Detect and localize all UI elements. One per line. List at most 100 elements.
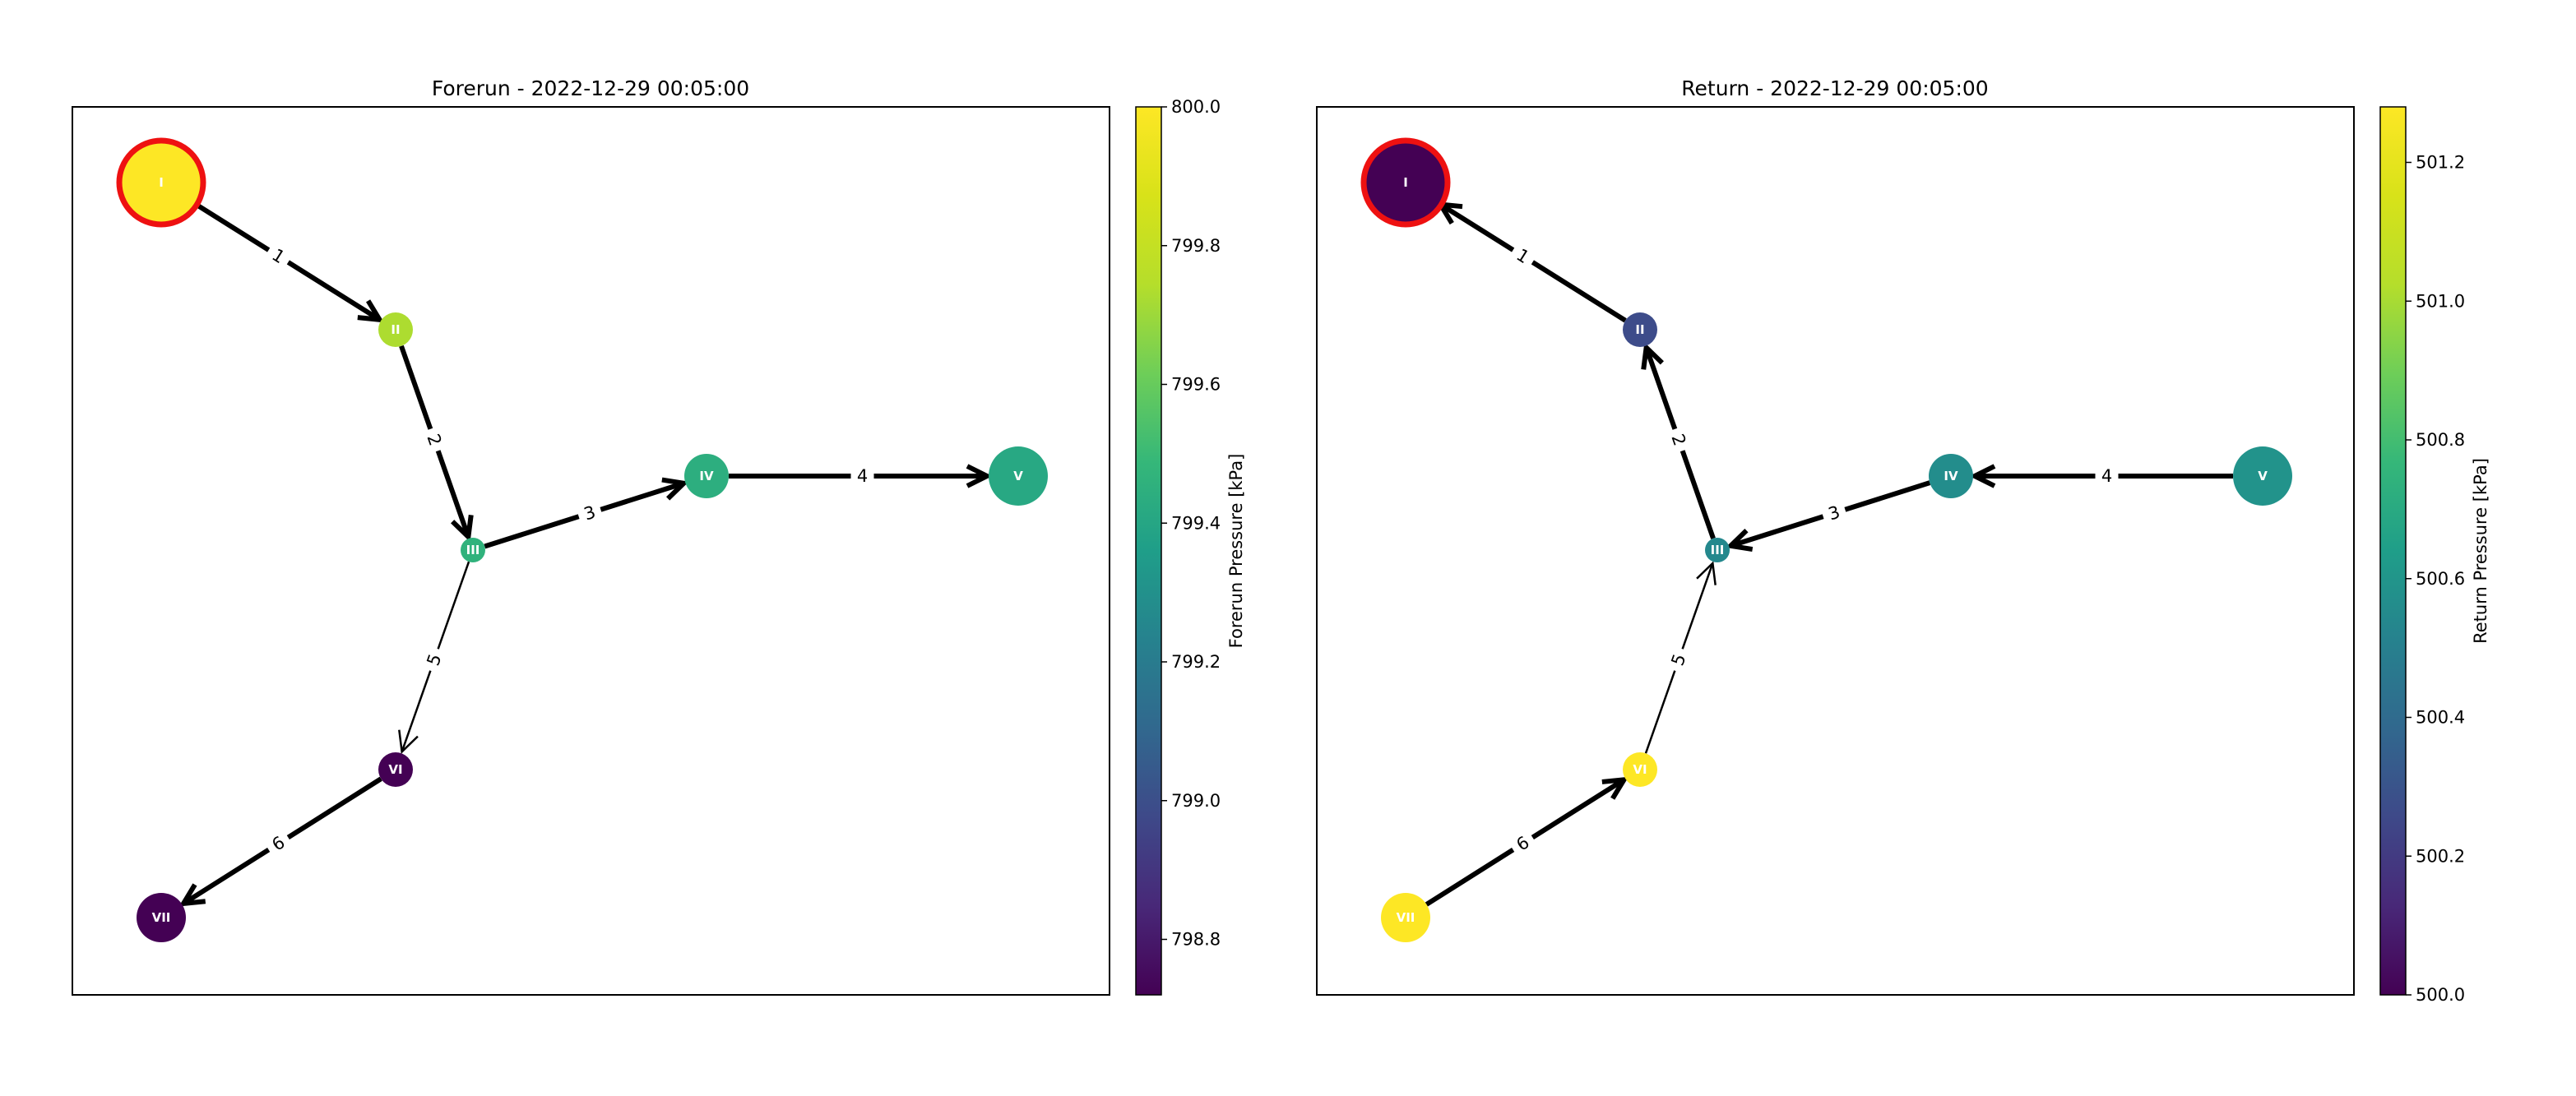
edge-label-bg xyxy=(419,425,449,455)
return-edges: 1 2 3 4 5 6 xyxy=(1425,201,2233,907)
forerun-axes-frame xyxy=(72,106,1110,996)
node-label: VI xyxy=(388,762,402,777)
edge-arrowhead xyxy=(1969,464,1996,488)
node-vi: VI xyxy=(1623,752,1657,787)
forerun-colorbar-ticks: 798.8 799.0 799.2 799.4 799.6 799.8 800.0 xyxy=(1161,97,1221,950)
node-label: III xyxy=(1711,543,1725,557)
node-marker xyxy=(2233,446,2292,506)
node-ii: II xyxy=(378,312,413,347)
edge-label-1: 1 xyxy=(262,240,294,272)
node-v: V xyxy=(989,446,1048,506)
edge-4: 4 xyxy=(1969,464,2233,488)
node-iv: IV xyxy=(684,454,729,498)
edge-arrowhead xyxy=(1641,342,1664,370)
node-label: III xyxy=(466,543,480,557)
edge-label-2: 2 xyxy=(419,425,449,455)
edge-label-6: 6 xyxy=(1507,827,1539,860)
edge-6: 6 xyxy=(178,776,382,907)
edge-label-text: 4 xyxy=(2101,466,2112,486)
edge-arrowhead xyxy=(357,299,385,323)
edge-1: 1 xyxy=(1435,201,1627,323)
node-vii: VII xyxy=(137,893,186,942)
colorbar-tick-label: 799.6 xyxy=(1171,375,1221,395)
edge-label-6: 6 xyxy=(262,827,294,860)
edge-arrowhead xyxy=(1725,529,1754,553)
edge-arrowhead xyxy=(1601,776,1629,800)
source-node-marker xyxy=(116,137,206,228)
node-marker xyxy=(1929,454,1973,498)
forerun-colorbar: 798.8 799.0 799.2 799.4 799.6 799.8 800.0 Fore… xyxy=(1135,97,1246,996)
node-iii: III xyxy=(461,538,485,562)
edge-label-2: 2 xyxy=(1664,425,1693,455)
edge-label-bg xyxy=(1664,645,1693,675)
edge-label-bg xyxy=(419,645,449,675)
node-marker xyxy=(684,454,729,498)
node-label: VII xyxy=(152,910,171,925)
return-colorbar-label: Return Pressure [kPa] xyxy=(2471,458,2490,644)
node-label: VI xyxy=(1633,762,1647,777)
edge-label-text: 4 xyxy=(857,466,868,486)
forerun-edges: 1 2 3 4 5 6 xyxy=(178,201,993,907)
node-i: I xyxy=(116,137,206,228)
colorbar-tick-label: 500.0 xyxy=(2416,985,2465,1005)
colorbar-tick-label: 500.8 xyxy=(2416,430,2465,450)
node-marker xyxy=(137,893,186,942)
edge-arrowhead xyxy=(1696,561,1717,585)
colorbar-tick-label: 500.2 xyxy=(2416,846,2465,866)
edge-arrowhead xyxy=(966,464,993,488)
colorbar-tick-label: 798.8 xyxy=(1171,930,1221,950)
forerun-colorbar-label: Forerun Pressure [kPa] xyxy=(1226,454,1246,649)
edge-5: 5 xyxy=(1644,561,1717,754)
node-marker xyxy=(461,538,485,562)
node-vii: VII xyxy=(1381,893,1430,942)
colorbar-tick-label: 501.2 xyxy=(2416,153,2465,173)
edge-arrowhead xyxy=(451,514,474,543)
node-iii: III xyxy=(1705,538,1730,562)
node-marker xyxy=(1705,538,1730,562)
forerun-colorbar-gradient xyxy=(1135,106,1162,996)
edge-line xyxy=(1439,202,1627,323)
edge-label-4: 4 xyxy=(2095,465,2119,488)
node-marker xyxy=(989,446,1048,506)
node-label: VII xyxy=(1397,910,1415,925)
node-iv: IV xyxy=(1929,454,1973,498)
edge-4: 4 xyxy=(729,464,993,488)
edge-label-bg xyxy=(575,498,605,528)
colorbar-tick-label: 800.0 xyxy=(1171,97,1221,117)
edge-label-bg xyxy=(1819,498,1849,528)
edge-label-5: 5 xyxy=(419,645,449,675)
edge-label-bg xyxy=(1664,425,1693,455)
edge-2: 2 xyxy=(1641,342,1716,539)
edge-5: 5 xyxy=(398,561,470,754)
node-v: V xyxy=(2233,446,2292,506)
node-label: IV xyxy=(699,469,714,483)
edge-arrowhead xyxy=(178,883,206,907)
node-i: I xyxy=(1360,137,1451,228)
node-label: I xyxy=(159,175,164,190)
colorbar-tick-label: 501.0 xyxy=(2416,291,2465,311)
colorbar-tick-label: 799.0 xyxy=(1171,791,1221,811)
edge-3: 3 xyxy=(1725,480,1931,553)
edge-label-bg xyxy=(2095,465,2119,488)
return-axes-frame xyxy=(1316,106,2355,996)
return-colorbar-ticks: 500.0 500.2 500.4 500.6 500.8 501.0 501.2 xyxy=(2406,153,2465,1005)
node-ii: II xyxy=(1623,312,1657,347)
return-colorbar: 500.0 500.2 500.4 500.6 500.8 501.0 501.2 Retu… xyxy=(2379,106,2490,1005)
return-colorbar-gradient xyxy=(2379,106,2407,996)
node-vi: VI xyxy=(378,752,413,787)
edge-label-5: 5 xyxy=(1664,645,1693,675)
edge-1: 1 xyxy=(193,201,385,323)
edge-6: 6 xyxy=(1425,776,1629,907)
edge-label-bg xyxy=(1507,827,1539,860)
return-title: Return - 2022-12-29 00:05:00 xyxy=(1681,76,1988,100)
edge-label-bg xyxy=(1507,240,1539,272)
forerun-title: Forerun - 2022-12-29 00:05:00 xyxy=(432,76,749,100)
colorbar-tick-label: 500.6 xyxy=(2416,569,2465,589)
node-label: I xyxy=(1403,175,1408,190)
node-label: II xyxy=(391,322,400,337)
